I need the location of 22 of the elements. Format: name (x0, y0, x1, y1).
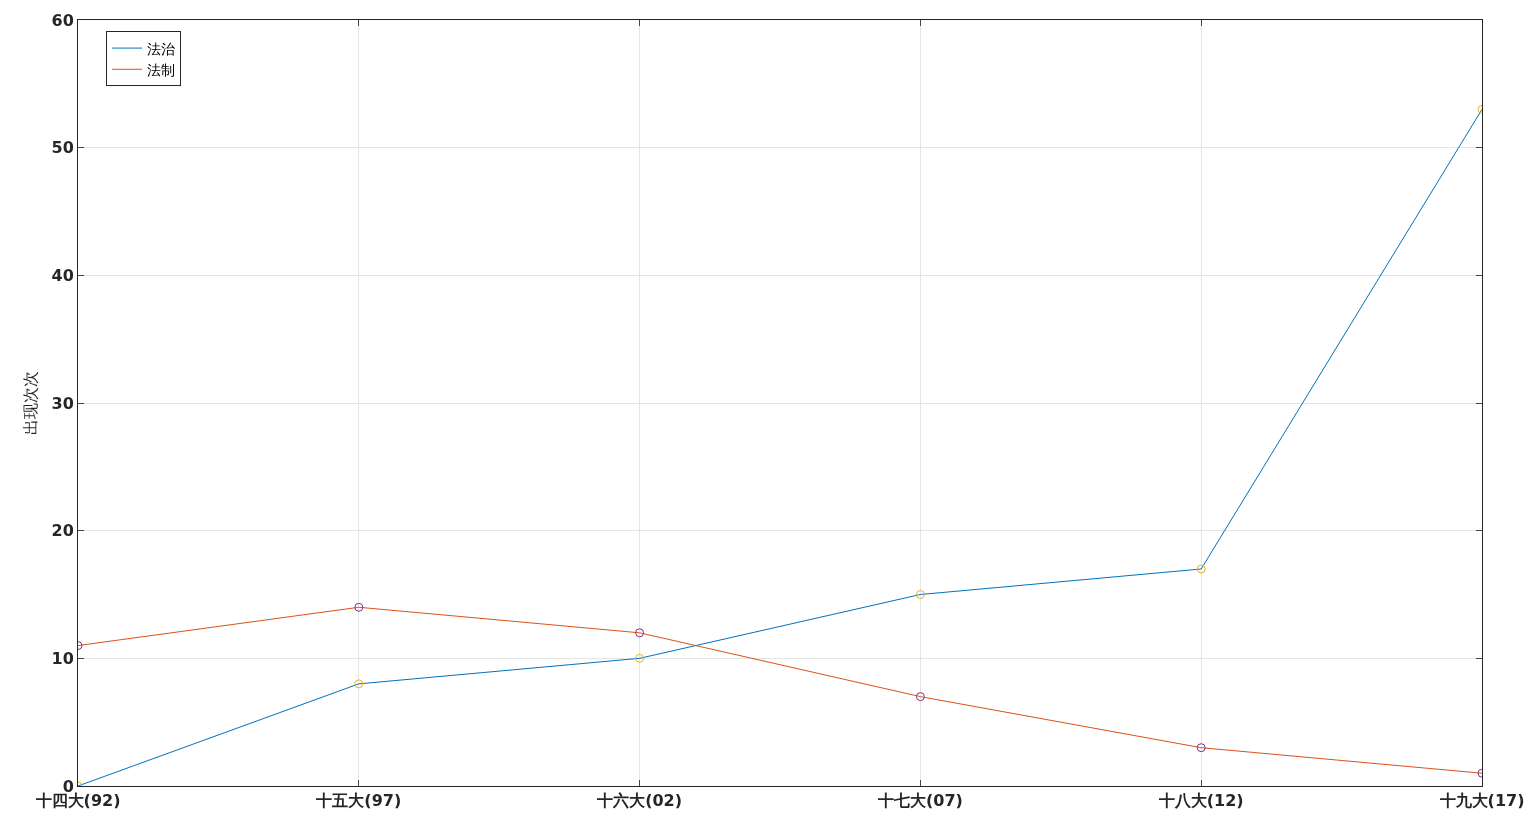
x-tick-label: 十六大(02) (596, 791, 683, 811)
point (635, 628, 645, 638)
x-tick-label: 十七大(07) (876, 791, 963, 811)
point (915, 590, 925, 599)
y-tick-label: 20 (51, 521, 74, 541)
point (1196, 564, 1206, 574)
x-tick-label: 十五大(97) (315, 791, 402, 811)
point (635, 653, 645, 663)
x-tick-label: 十八大(12) (1157, 791, 1244, 811)
point (915, 692, 925, 702)
legend-label: 法制 (147, 61, 176, 78)
point (354, 679, 364, 689)
legend-label: 法治 (147, 40, 176, 57)
point (1196, 743, 1206, 753)
point (354, 602, 364, 612)
y-tick-label: 10 (51, 648, 74, 668)
y-tick-label: 40 (51, 265, 74, 285)
y-tick-label: 50 (51, 138, 74, 158)
x-tick-label: 十九大(17) (1438, 791, 1525, 811)
y-tick-label: 60 (51, 10, 74, 30)
y-tick-label: 30 (51, 393, 74, 413)
y-axis-title: 出现次次 (21, 371, 41, 435)
